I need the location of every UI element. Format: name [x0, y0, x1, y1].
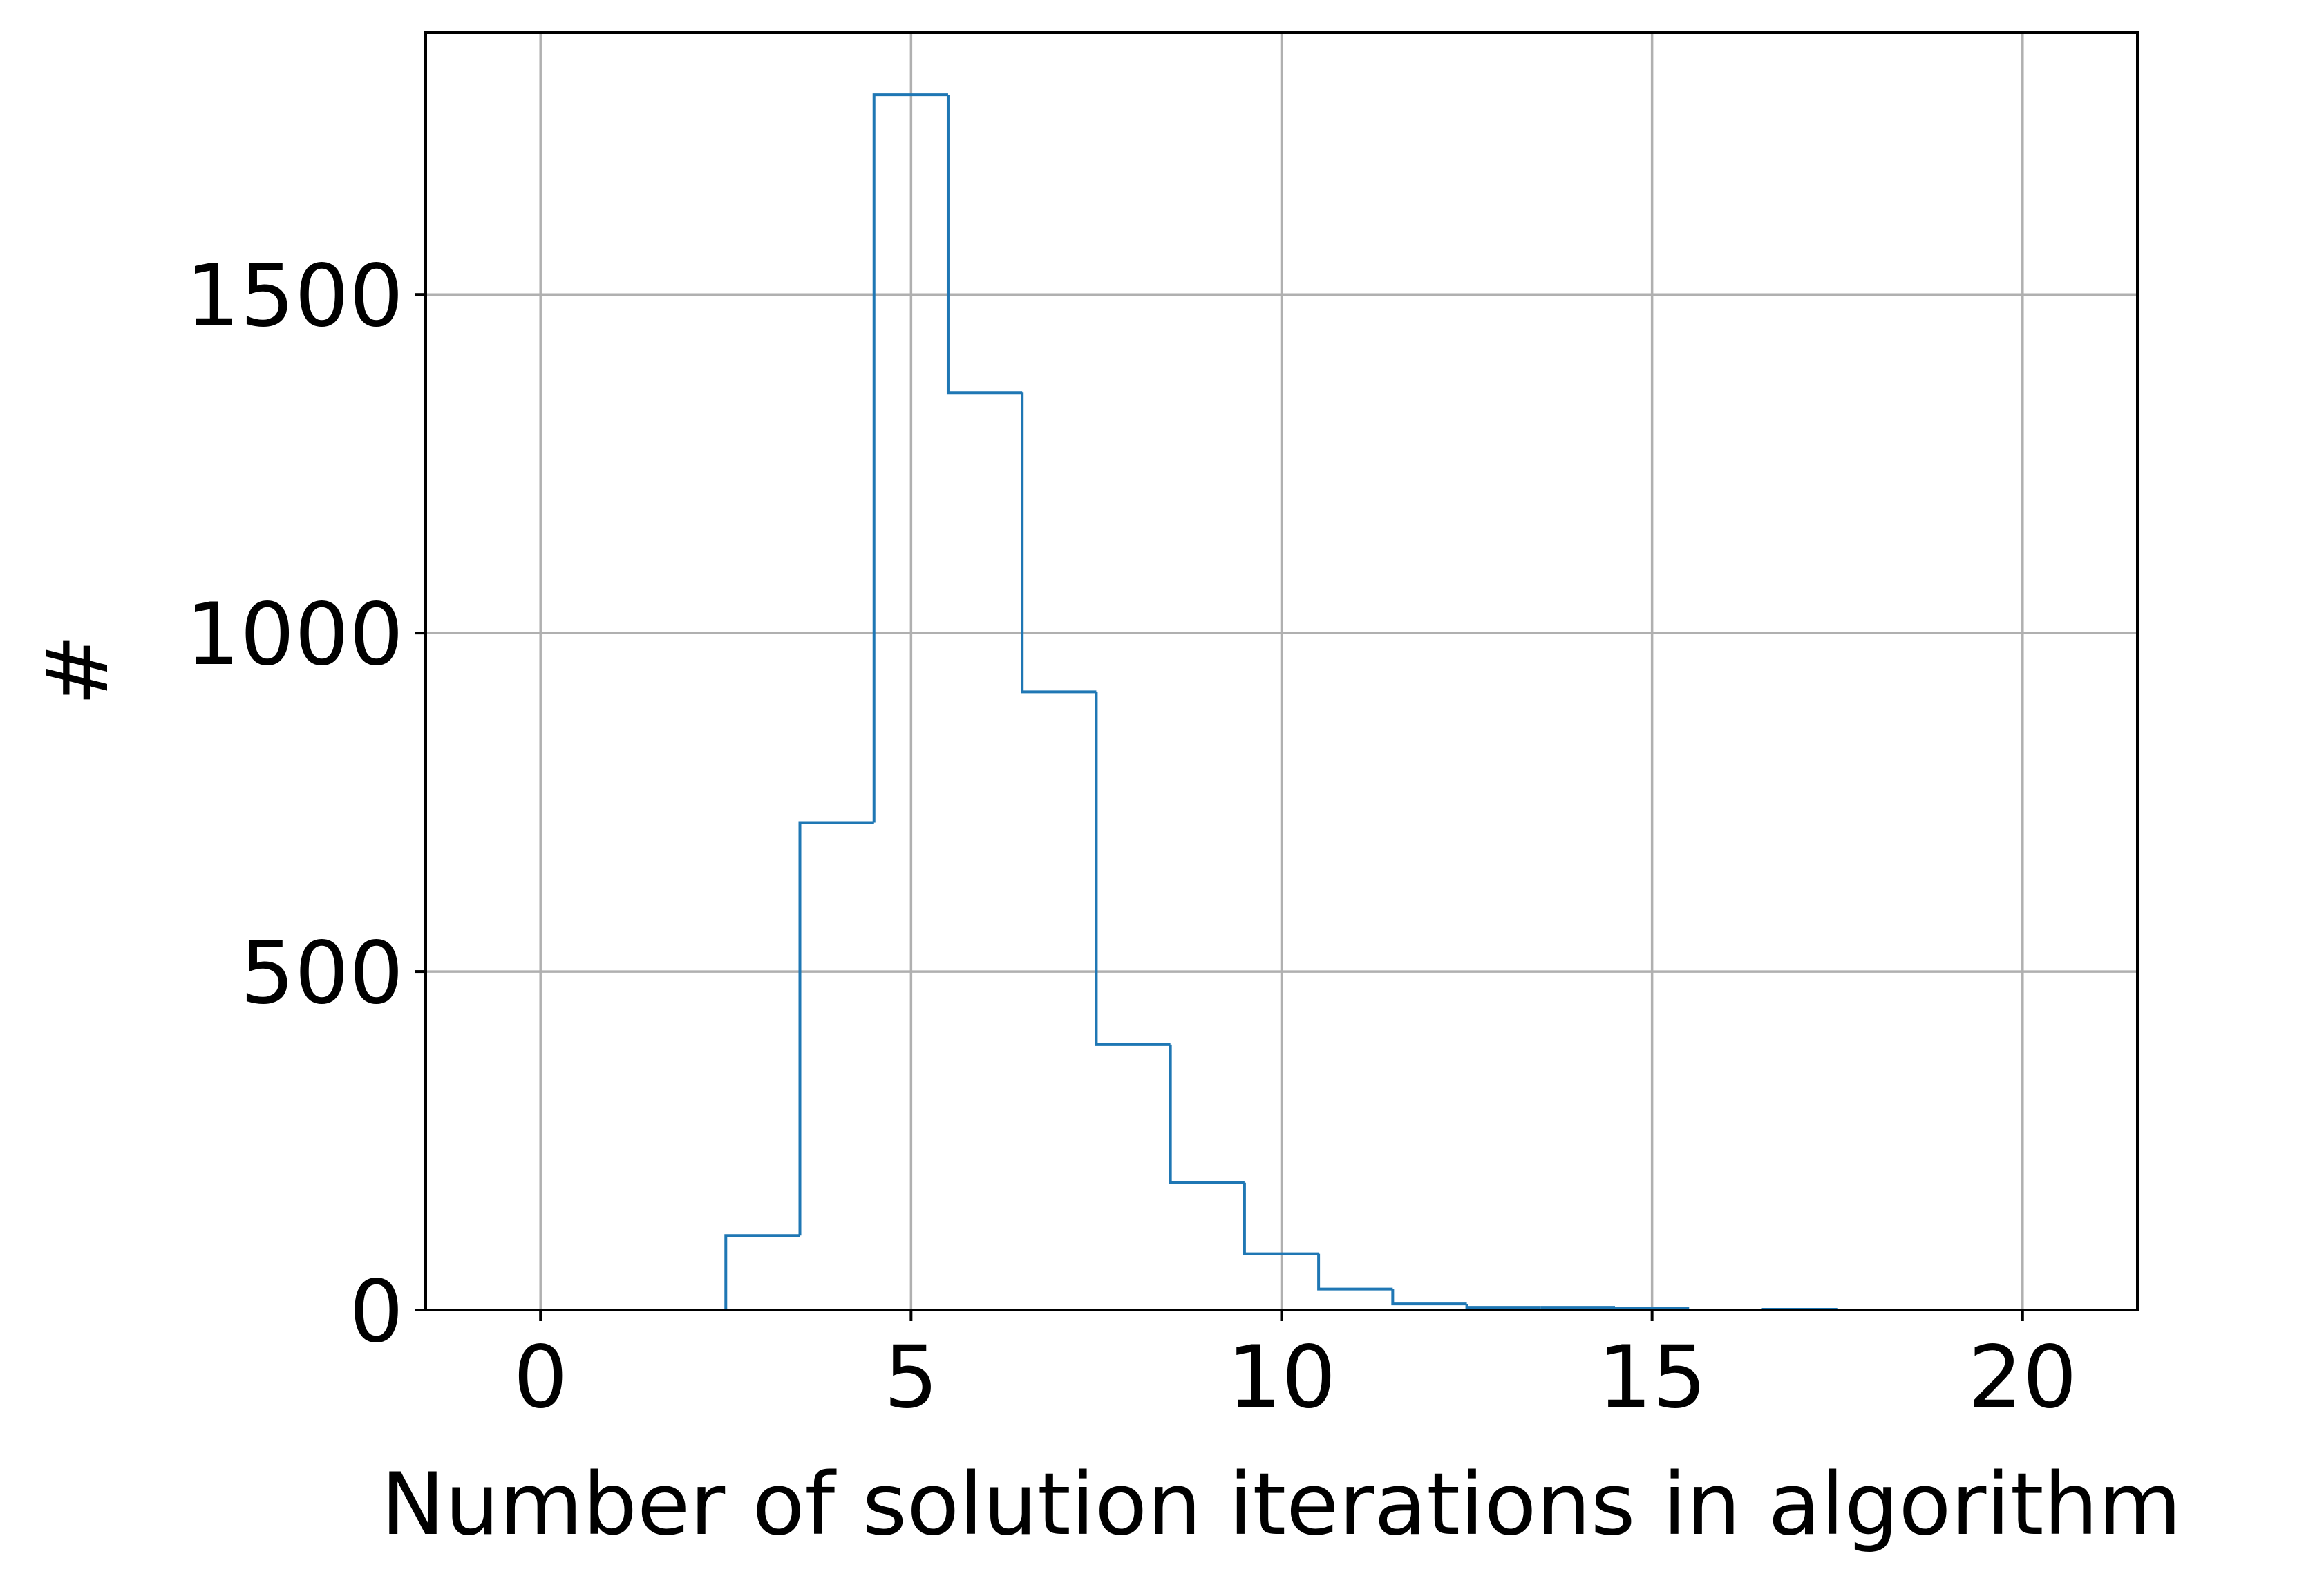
histogram-bin [798, 821, 874, 1236]
x-tick-label: 10 [1227, 1328, 1336, 1427]
histogram-bin [724, 1234, 800, 1310]
x-axis-label: Number of solution iterations in algorit… [381, 1455, 2182, 1555]
y-tick-label: 0 [349, 1262, 404, 1362]
y-tick-label: 500 [240, 924, 404, 1023]
histogram-bin [1243, 1182, 1319, 1255]
histogram-bin [1317, 1253, 1393, 1291]
histogram-bin [1169, 1044, 1245, 1184]
histogram-bin [1095, 692, 1171, 1046]
histogram-bin [1021, 392, 1097, 694]
histogram-bin [1614, 1307, 1690, 1311]
x-tick-label: 15 [1598, 1328, 1707, 1427]
y-tick-label: 1500 [185, 247, 404, 346]
x-tick-label: 5 [884, 1328, 938, 1427]
y-tick-label: 1000 [185, 585, 404, 685]
x-tick-label: 20 [1968, 1328, 2077, 1427]
x-tick-label: 0 [513, 1328, 568, 1427]
histogram-bin [946, 95, 1023, 395]
histogram-bin [1465, 1304, 1541, 1309]
histogram-bin [1391, 1289, 1467, 1306]
histogram-bin [872, 93, 948, 823]
y-axis-label: # [28, 634, 128, 706]
